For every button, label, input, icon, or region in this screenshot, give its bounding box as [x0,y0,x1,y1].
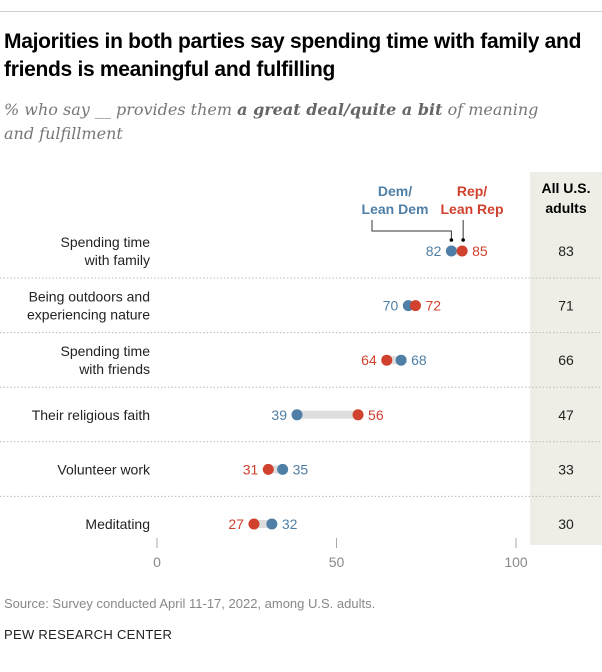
subtitle-bold: a great deal/quite a bit [237,100,443,119]
dem-dot [445,245,457,257]
rep-value: 31 [243,461,259,477]
all-adults-value: 71 [558,298,574,314]
category-label: Being outdoors and [29,289,150,305]
rep-dot [409,300,421,312]
category-label: Spending time [60,343,150,359]
dem-dot [395,354,407,366]
column-header: adults [545,200,586,216]
dem-value: 82 [426,243,442,259]
rep-value: 27 [228,516,244,532]
dem-dot [266,518,278,530]
category-label: experiencing nature [27,307,150,323]
column-header: All U.S. [541,180,590,196]
rep-dot [248,518,260,530]
legend-leader-dot [461,238,465,242]
category-label: Volunteer work [57,461,151,477]
all-adults-value: 66 [558,352,574,368]
legend-rep: Rep/ [457,183,487,199]
x-tick-label: 100 [504,554,528,570]
category-label: Their religious faith [32,407,150,423]
legend-dem: Lean Dem [362,201,429,217]
all-adults-value: 47 [558,407,574,423]
x-tick-label: 50 [329,554,345,570]
rep-dot [352,409,364,421]
top-rule [0,11,602,12]
all-adults-value: 33 [558,461,574,477]
chart-title: Majorities in both parties say spending … [4,30,582,81]
category-label: Meditating [85,516,150,532]
rep-value: 56 [368,407,384,423]
rep-dot [456,245,468,257]
rep-value: 85 [472,243,488,259]
rep-value: 72 [425,298,441,314]
all-adults-column [530,172,602,545]
source-note: Source: Survey conducted April 11-17, 20… [4,596,376,611]
brand-logo-text: PEW RESEARCH CENTER [4,627,173,642]
rep-dot [262,463,274,475]
all-adults-value: 83 [558,243,574,259]
dem-dot [277,463,289,475]
dem-dot [291,409,303,421]
category-label: with friends [78,361,150,377]
rep-dot [381,354,393,366]
category-label: with family [84,252,150,268]
all-adults-value: 30 [558,516,574,532]
dem-value: 32 [282,516,298,532]
dot-chart: All U.S. adults Dem/Lean Dem Rep/Lean Rep Sp… [0,172,602,570]
category-label: Spending time [60,234,150,250]
dem-value: 39 [271,407,287,423]
dem-value: 70 [383,298,399,314]
legend-leader-dot [449,238,454,242]
dem-value: 35 [293,461,309,477]
rep-value: 64 [361,352,377,368]
x-tick-label: 0 [153,554,161,570]
subtitle-text-end: of meaning and fulfillment [4,100,539,143]
dem-value: 68 [411,352,427,368]
legend-rep: Lean Rep [440,201,503,217]
legend-leader-dem [371,220,452,240]
chart-subtitle: % who say __ provides them a great deal/… [4,98,564,146]
legend-dem: Dem/ [378,183,412,199]
subtitle-text: % who say __ provides them [4,100,238,119]
